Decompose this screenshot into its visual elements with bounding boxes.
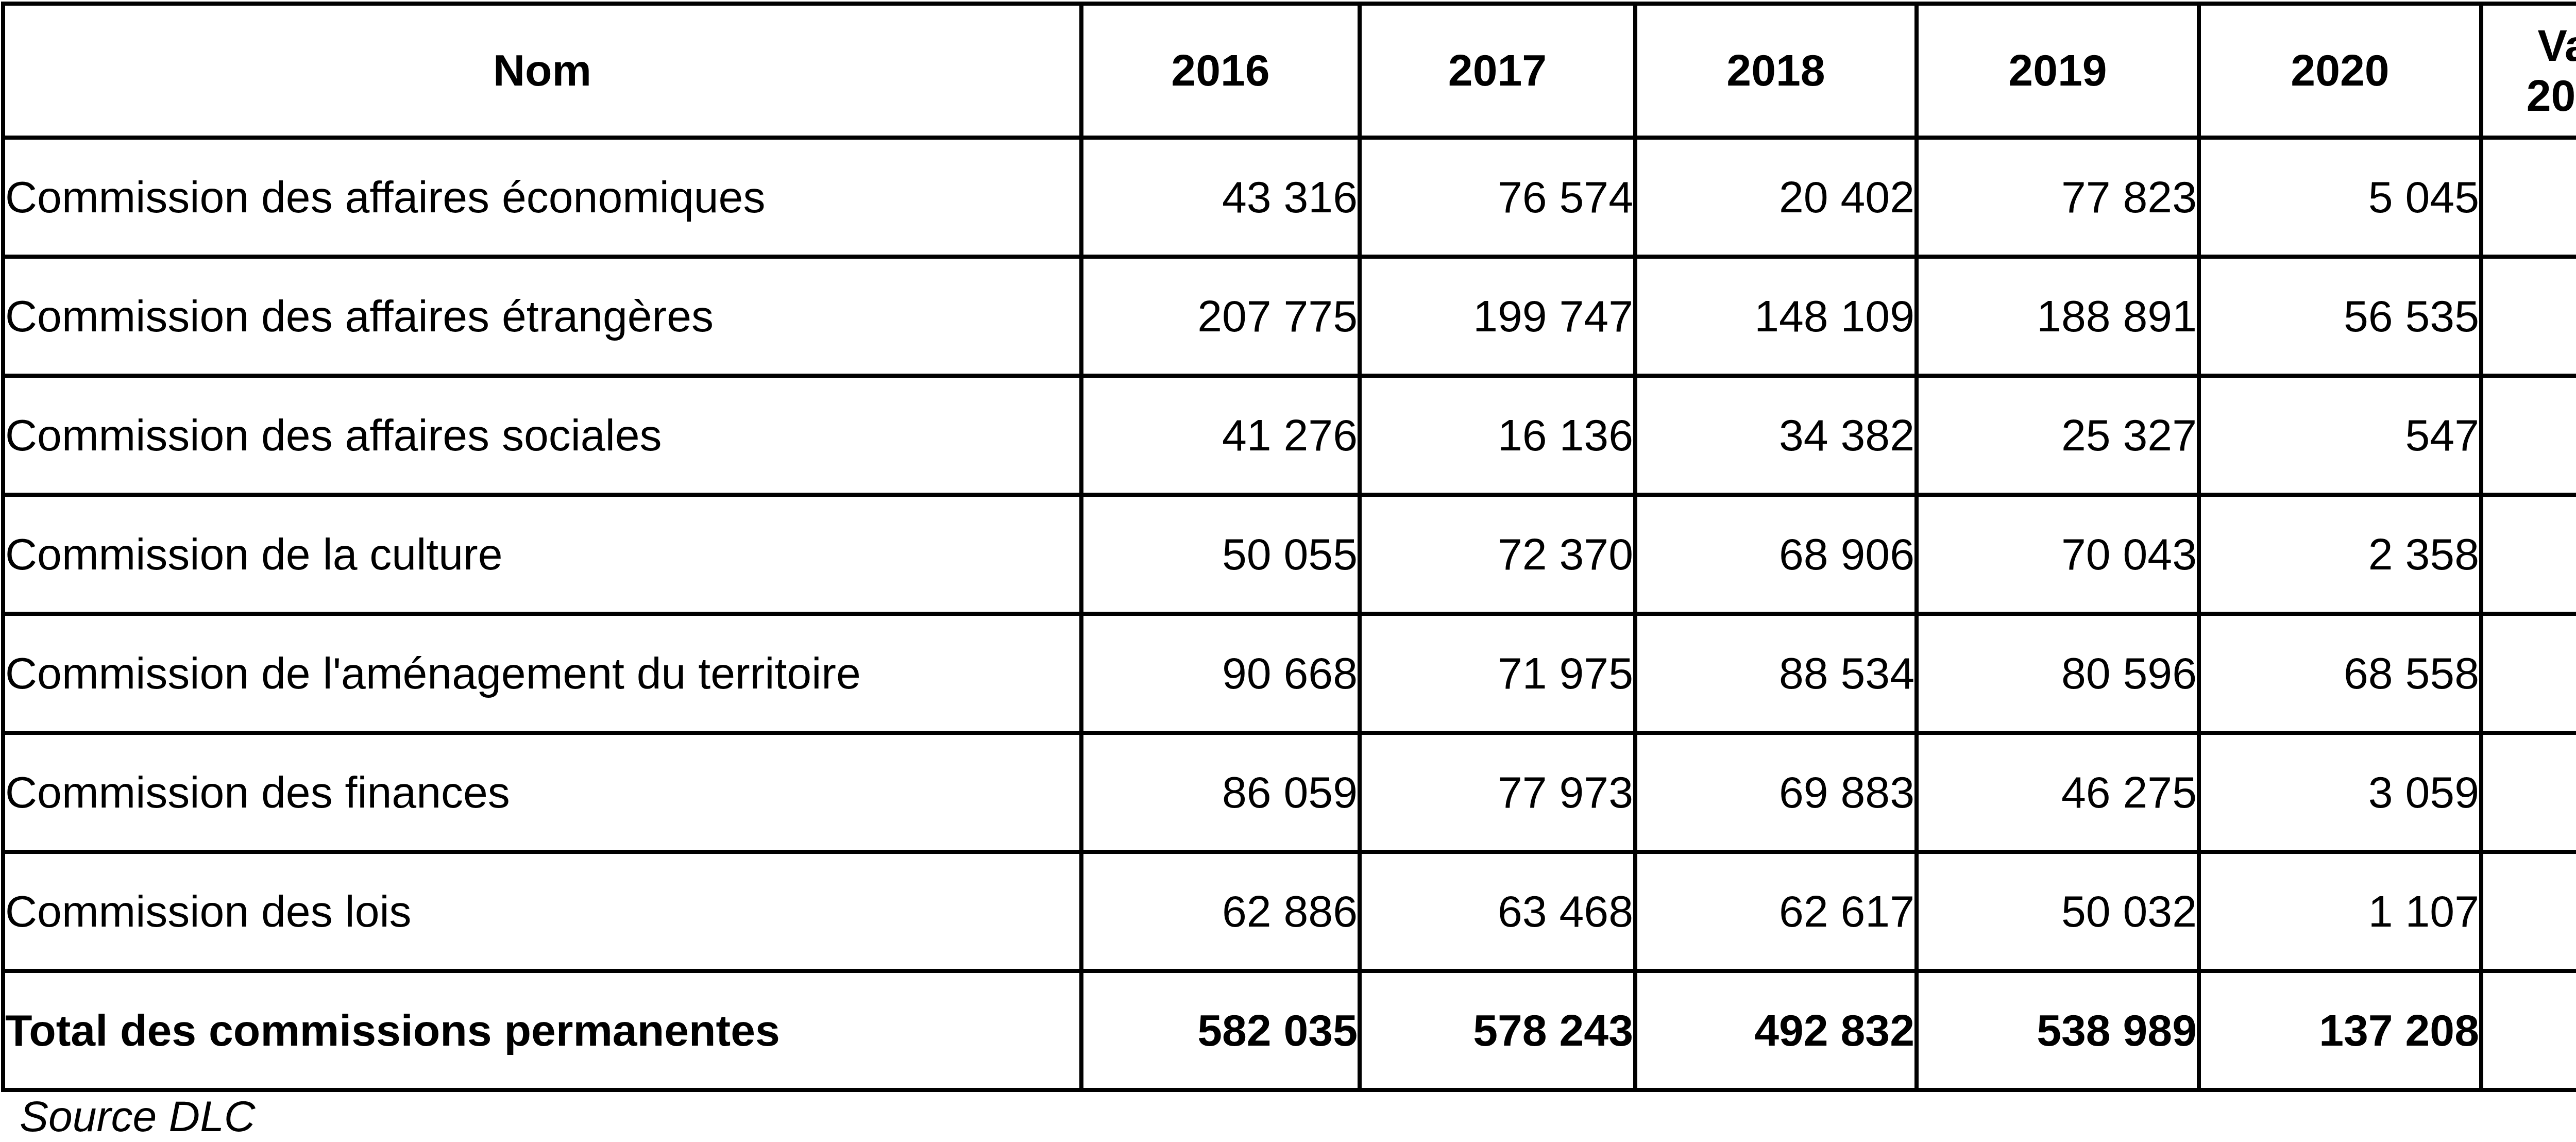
table-row: Commission des affaires sociales 41 276 … (3, 376, 2576, 495)
column-header-2017: 2017 (1360, 4, 1635, 138)
commission-name-cell: Commission de la culture (3, 495, 1081, 614)
total-cell-2017: 578 243 (1360, 971, 1635, 1090)
cell-2016: 207 775 (1081, 257, 1360, 376)
cell-2019: 46 275 (1917, 733, 2199, 852)
cell-variation: -93,52% (2481, 138, 2576, 257)
cell-2020: 5 045 (2199, 138, 2481, 257)
column-header-variation: Variation 2020/2019 (2481, 4, 2576, 138)
column-header-2020: 2020 (2199, 4, 2481, 138)
cell-2016: 43 316 (1081, 138, 1360, 257)
commission-name-cell: Commission des affaires économiques (3, 138, 1081, 257)
cell-variation: -14,94% (2481, 614, 2576, 733)
cell-variation: -96,63% (2481, 495, 2576, 614)
table-row: Commission de l'aménagement du territoir… (3, 614, 2576, 733)
cell-2017: 199 747 (1360, 257, 1635, 376)
cell-2020: 2 358 (2199, 495, 2481, 614)
variation-header-line2: 2020/2019 (2483, 71, 2576, 121)
total-cell-2016: 582 035 (1081, 971, 1360, 1090)
cell-2020: 56 535 (2199, 257, 2481, 376)
cell-2016: 41 276 (1081, 376, 1360, 495)
document-page: Nom 2016 2017 2018 2019 2020 Variation 2… (0, 0, 2576, 1142)
cell-2016: 86 059 (1081, 733, 1360, 852)
cell-2020: 68 558 (2199, 614, 2481, 733)
column-header-2018: 2018 (1635, 4, 1917, 138)
cell-2017: 72 370 (1360, 495, 1635, 614)
cell-2018: 88 534 (1635, 614, 1917, 733)
cell-2019: 77 823 (1917, 138, 2199, 257)
cell-2018: 34 382 (1635, 376, 1917, 495)
column-header-nom: Nom (3, 4, 1081, 138)
total-cell-2020: 137 208 (2199, 971, 2481, 1090)
cell-2019: 50 032 (1917, 852, 2199, 971)
cell-2020: 547 (2199, 376, 2481, 495)
cell-2019: 80 596 (1917, 614, 2199, 733)
cell-variation: -70,07% (2481, 257, 2576, 376)
cell-2020: 1 107 (2199, 852, 2481, 971)
cell-2019: 25 327 (1917, 376, 2199, 495)
total-cell-2019: 538 989 (1917, 971, 2199, 1090)
cell-2018: 62 617 (1635, 852, 1917, 971)
commission-name-cell: Commission de l'aménagement du territoir… (3, 614, 1081, 733)
cell-variation: -93,39% (2481, 733, 2576, 852)
cell-variation: -97,84% (2481, 376, 2576, 495)
cell-2020: 3 059 (2199, 733, 2481, 852)
commissions-table: Nom 2016 2017 2018 2019 2020 Variation 2… (1, 2, 2576, 1092)
cell-variation: -97,79% (2481, 852, 2576, 971)
column-header-2019: 2019 (1917, 4, 2199, 138)
cell-2016: 50 055 (1081, 495, 1360, 614)
cell-2017: 63 468 (1360, 852, 1635, 971)
cell-2017: 71 975 (1360, 614, 1635, 733)
cell-2017: 76 574 (1360, 138, 1635, 257)
cell-2017: 16 136 (1360, 376, 1635, 495)
source-note: Source DLC (20, 1091, 256, 1141)
commission-name-cell: Commission des lois (3, 852, 1081, 971)
variation-header-line1: Variation (2483, 21, 2576, 71)
cell-2016: 62 886 (1081, 852, 1360, 971)
total-label-cell: Total des commissions permanentes (3, 971, 1081, 1090)
table-row: Commission de la culture 50 055 72 370 6… (3, 495, 2576, 614)
column-header-2016: 2016 (1081, 4, 1360, 138)
cell-2018: 69 883 (1635, 733, 1917, 852)
cell-2016: 90 668 (1081, 614, 1360, 733)
header-row: Nom 2016 2017 2018 2019 2020 Variation 2… (3, 4, 2576, 138)
table-row: Commission des finances 86 059 77 973 69… (3, 733, 2576, 852)
cell-2018: 148 109 (1635, 257, 1917, 376)
commission-name-cell: Commission des finances (3, 733, 1081, 852)
commission-name-cell: Commission des affaires étrangères (3, 257, 1081, 376)
table-row: Commission des affaires économiques 43 3… (3, 138, 2576, 257)
total-cell-variation: -74,54% (2481, 971, 2576, 1090)
commission-name-cell: Commission des affaires sociales (3, 376, 1081, 495)
total-row: Total des commissions permanentes 582 03… (3, 971, 2576, 1090)
total-cell-2018: 492 832 (1635, 971, 1917, 1090)
cell-2019: 70 043 (1917, 495, 2199, 614)
cell-2017: 77 973 (1360, 733, 1635, 852)
cell-2019: 188 891 (1917, 257, 2199, 376)
table-row: Commission des lois 62 886 63 468 62 617… (3, 852, 2576, 971)
cell-2018: 20 402 (1635, 138, 1917, 257)
cell-2018: 68 906 (1635, 495, 1917, 614)
table-row: Commission des affaires étrangères 207 7… (3, 257, 2576, 376)
